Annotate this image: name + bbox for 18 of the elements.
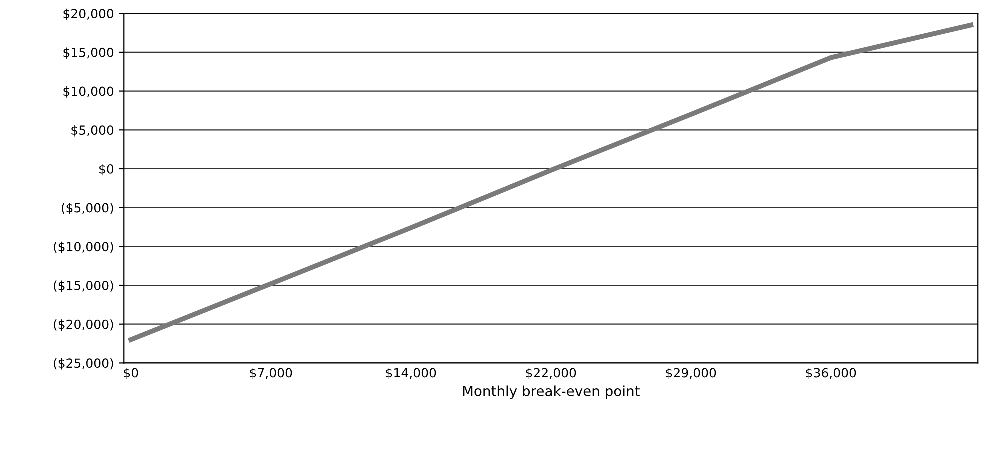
y-tick-label: ($10,000) xyxy=(54,242,114,254)
x-tick-label: $29,000 xyxy=(666,368,716,380)
y-tick-label: $10,000 xyxy=(64,86,114,98)
y-tick-label: ($20,000) xyxy=(54,320,114,331)
x-tick-label: $7,000 xyxy=(250,368,292,380)
y-tick-label: ($25,000) xyxy=(54,358,114,370)
y-tick-label: $5,000 xyxy=(72,125,114,137)
y-tick-label: ($15,000) xyxy=(54,280,114,292)
y-tick-label: $0 xyxy=(100,164,114,176)
y-tick-label: $15,000 xyxy=(64,48,114,60)
y-tick-label: ($5,000) xyxy=(62,203,114,214)
x-tick-label: $14,000 xyxy=(386,368,436,380)
x-tick-label: $0 xyxy=(124,368,138,380)
x-tick-label: $22,000 xyxy=(526,368,576,380)
y-tick-label: $20,000 xyxy=(64,8,114,20)
x-tick-label: $36,000 xyxy=(806,368,856,380)
line-series xyxy=(128,22,974,342)
x-axis-title: Monthly break-even point xyxy=(463,386,640,400)
